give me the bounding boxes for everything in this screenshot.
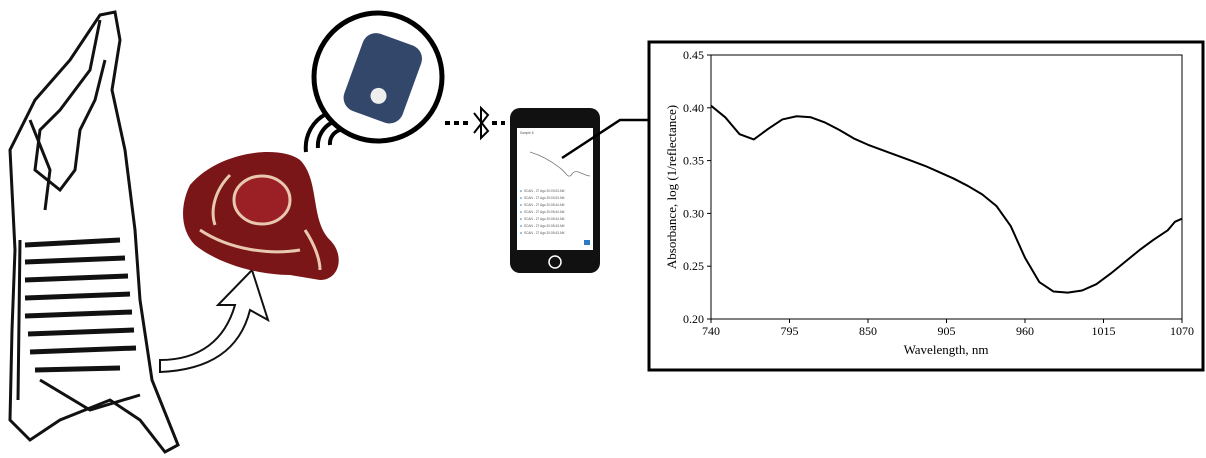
- carcass-illustration: [10, 12, 178, 452]
- phone-list-item: SCAN - 27 Ago 20:05:43 AM: [524, 224, 565, 228]
- arrow: [160, 270, 268, 372]
- phone-list-item: SCAN - 27 Ago 20:03:03 AM: [524, 189, 565, 193]
- list-bullet: [520, 211, 522, 213]
- list-bullet: [520, 232, 522, 234]
- phone-list-item: SCAN - 27 Ago 20:05:44 AM: [524, 203, 565, 207]
- list-bullet: [520, 225, 522, 227]
- y-tick-label: 0.20: [683, 312, 704, 326]
- y-tick-label: 0.30: [683, 206, 704, 220]
- y-tick-label: 0.35: [683, 154, 704, 168]
- x-axis-title: Wavelength, nm: [904, 342, 989, 357]
- phone-list-item: SCAN - 27 Ago 20:05:44 AM: [524, 210, 565, 214]
- x-tick-label: 1070: [1170, 324, 1194, 338]
- y-tick-label: 0.45: [683, 48, 704, 62]
- x-tick-label: 1015: [1092, 324, 1116, 338]
- list-bullet: [520, 218, 522, 220]
- scanner-illustration: [306, 13, 442, 152]
- y-tick-label: 0.25: [683, 259, 704, 273]
- y-axis-title: Absorbance, log (1/reflectance): [664, 105, 679, 269]
- phone-list-item: SCAN - 27 Ago 20:05:43 AM: [524, 231, 565, 235]
- list-bullet: [520, 204, 522, 206]
- x-tick-label: 905: [938, 324, 956, 338]
- phone-title: Sample 8: [520, 131, 534, 135]
- x-tick-label: 740: [702, 324, 720, 338]
- x-tick-label: 960: [1016, 324, 1034, 338]
- x-tick-label: 795: [781, 324, 799, 338]
- list-bullet: [520, 197, 522, 199]
- bluetooth-link: [445, 108, 505, 138]
- figure: Sample 8 SCAN - 27 Ago 20:03:03 AM SCAN -…: [0, 0, 1206, 458]
- meat-illustration: [183, 152, 339, 280]
- x-tick-label: 850: [859, 324, 877, 338]
- phone-list-item: SCAN - 27 Ago 20:03:03 AM: [524, 196, 565, 200]
- phone-list-item: SCAN - 27 Ago 20:05:44 AM: [524, 217, 565, 221]
- list-bullet: [520, 190, 522, 192]
- chart-frame: [649, 42, 1203, 370]
- y-tick-label: 0.40: [683, 101, 704, 115]
- phone-illustration: Sample 8 SCAN - 27 Ago 20:03:03 AM SCAN -…: [510, 108, 600, 273]
